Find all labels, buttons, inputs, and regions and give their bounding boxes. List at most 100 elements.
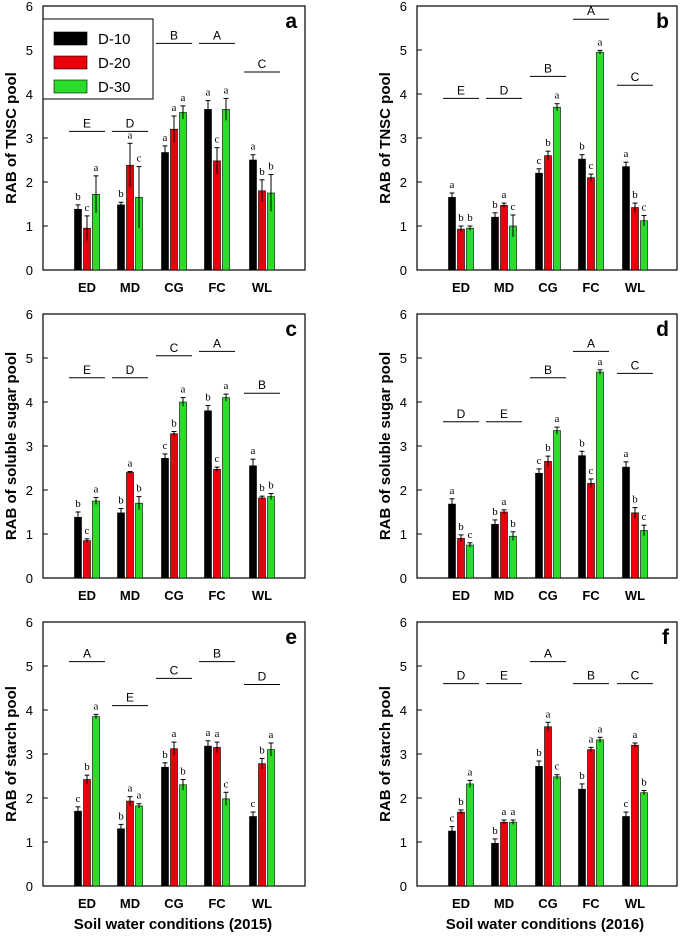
significance-letter: a [251,445,256,457]
group-letter: D [457,407,466,421]
y-tick-label: 1 [400,219,407,234]
bar-d10 [249,465,257,579]
bar-d30 [466,544,474,579]
panel-letter: f [662,626,670,649]
x-tick-label: WL [252,896,272,911]
significance-letter: b [458,796,464,808]
bar-d10 [74,208,82,271]
x-tick-label: FC [208,280,226,295]
significance-letter: a [555,413,560,425]
y-tick-label: 3 [400,747,407,762]
significance-letter: b [180,766,186,778]
bar-d10 [249,159,257,271]
bar-d30 [553,106,561,271]
bar-d30 [222,798,230,887]
x-tick-label: ED [452,588,470,603]
y-tick-label: 5 [26,43,33,58]
bar-d10 [535,472,543,579]
significance-letter: b [632,494,638,506]
y-tick-label: 0 [400,879,407,894]
significance-letter: c [85,525,90,537]
significance-letter: a [502,496,507,508]
bar-d20 [500,511,508,579]
y-axis-label: RAB of starch pool [3,686,20,822]
significance-letter: a [206,87,211,99]
y-tick-label: 3 [26,131,33,146]
bar-d10 [578,788,586,887]
bar-d30 [466,227,474,271]
bar-d30 [92,716,100,887]
panel-letter: e [285,626,297,649]
y-tick-label: 4 [400,87,407,102]
bar-d20 [213,747,221,887]
bar-d20 [258,763,266,887]
significance-letter: c [537,455,542,467]
legend-swatch-d20 [53,55,88,70]
significance-letter: b [118,810,124,822]
x-tick-label: WL [625,588,645,603]
group-letter: C [258,57,267,71]
significance-letter: a [181,92,186,104]
significance-letter: b [579,770,585,782]
x-tick-label: WL [625,280,645,295]
bar-d10 [204,410,212,579]
group-letter: B [587,669,595,683]
bar-d20 [126,800,134,887]
legend-swatch-d10 [53,31,88,46]
bar-d10 [622,466,630,579]
group-letter: B [544,61,552,75]
y-tick-label: 6 [400,615,407,630]
x-tick-label: ED [452,896,470,911]
bar-d30 [466,783,474,887]
bar-d10 [491,216,499,271]
significance-letter: a [172,728,177,740]
bar-d30 [267,496,275,579]
y-tick-label: 1 [400,527,407,542]
significance-letter: c [468,529,473,541]
y-tick-label: 2 [400,483,407,498]
group-letter: D [126,363,135,377]
x-tick-label: CG [164,280,184,295]
significance-letter: a [598,356,603,368]
bar-d20 [631,744,639,887]
y-axis-label: RAB of starch pool [377,686,394,822]
bar-d20 [170,433,178,579]
y-tick-label: 6 [26,0,33,14]
legend-label-d20: D-20 [98,55,131,72]
bar-d20 [83,779,91,887]
group-letter: A [587,336,595,350]
significance-letter: b [162,749,168,761]
y-tick-label: 0 [26,571,33,586]
significance-letter: b [545,442,551,454]
significance-letter: c [624,798,629,810]
bar-d30 [92,500,100,579]
bar-d10 [204,745,212,887]
significance-letter: b [545,137,551,149]
legend-label-d10: D-10 [98,31,131,48]
bar-d30 [179,112,187,271]
x-tick-label: CG [538,896,558,911]
bar-d10 [578,455,586,579]
significance-letter: a [224,84,229,96]
group-letter: E [126,691,134,705]
x-axis-title-2016: Soil water conditions (2016) [446,916,644,933]
bar-d10 [491,843,499,887]
bar-d20 [457,811,465,887]
group-letter: A [213,336,221,350]
bar-d20 [587,177,595,271]
y-tick-label: 4 [400,703,407,718]
bar-d20 [544,461,552,579]
significance-letter: b [118,494,124,506]
bar-d10 [622,166,630,271]
y-tick-label: 6 [400,307,407,322]
x-tick-label: FC [582,280,600,295]
bar-d10 [448,830,456,887]
significance-letter: b [641,777,647,789]
y-tick-label: 5 [26,351,33,366]
y-tick-label: 3 [400,131,407,146]
significance-letter: b [171,417,177,429]
bar-d20 [587,483,595,579]
